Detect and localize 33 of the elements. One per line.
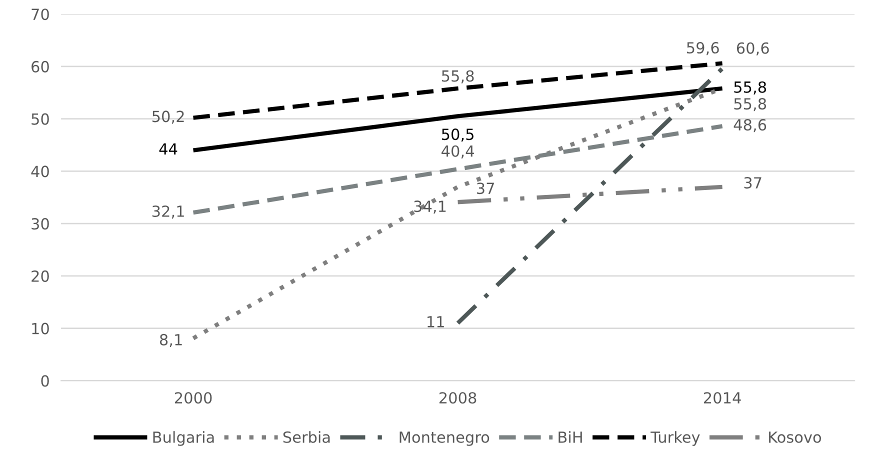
x-tick-label: 2008 — [439, 392, 476, 404]
legend-label: Kosovo — [769, 432, 822, 443]
data-label: 32,1 — [152, 205, 184, 219]
data-label: 50,2 — [152, 110, 184, 124]
data-label: 48,6 — [734, 119, 766, 132]
data-label: 11 — [428, 316, 444, 328]
data-label: 8,1 — [160, 334, 182, 348]
y-tick-label: 70 — [32, 8, 49, 20]
data-label: 34,1 — [414, 200, 446, 214]
y-tick-label: 10 — [32, 322, 49, 334]
x-tick-label: 2014 — [704, 392, 741, 404]
data-label: 37 — [477, 182, 494, 194]
x-tick-label: 2000 — [174, 392, 212, 404]
legend-label: Bulgaria — [153, 431, 214, 446]
data-label: 60,6 — [736, 42, 769, 56]
data-label: 55,8 — [734, 81, 766, 94]
data-label: 44 — [159, 143, 178, 154]
data-label: 55,8 — [442, 70, 474, 84]
y-tick-label: 0 — [41, 375, 49, 387]
legend-label: BiH — [558, 431, 582, 443]
data-label: 37 — [744, 177, 762, 189]
y-tick-label: 30 — [32, 218, 49, 230]
legend-label: Montenegro — [400, 432, 490, 446]
legend-label: Turkey — [650, 431, 700, 446]
data-label: 40,4 — [442, 145, 474, 158]
y-tick-label: 60 — [32, 60, 49, 72]
legend-label: Serbia — [283, 431, 330, 443]
data-label: 59,6 — [687, 42, 719, 56]
y-tick-label: 50 — [32, 113, 49, 125]
y-tick-label: 20 — [32, 270, 49, 282]
data-label: 55,8 — [734, 98, 766, 112]
y-tick-label: 40 — [31, 166, 49, 178]
data-label: 50,5 — [442, 128, 474, 142]
